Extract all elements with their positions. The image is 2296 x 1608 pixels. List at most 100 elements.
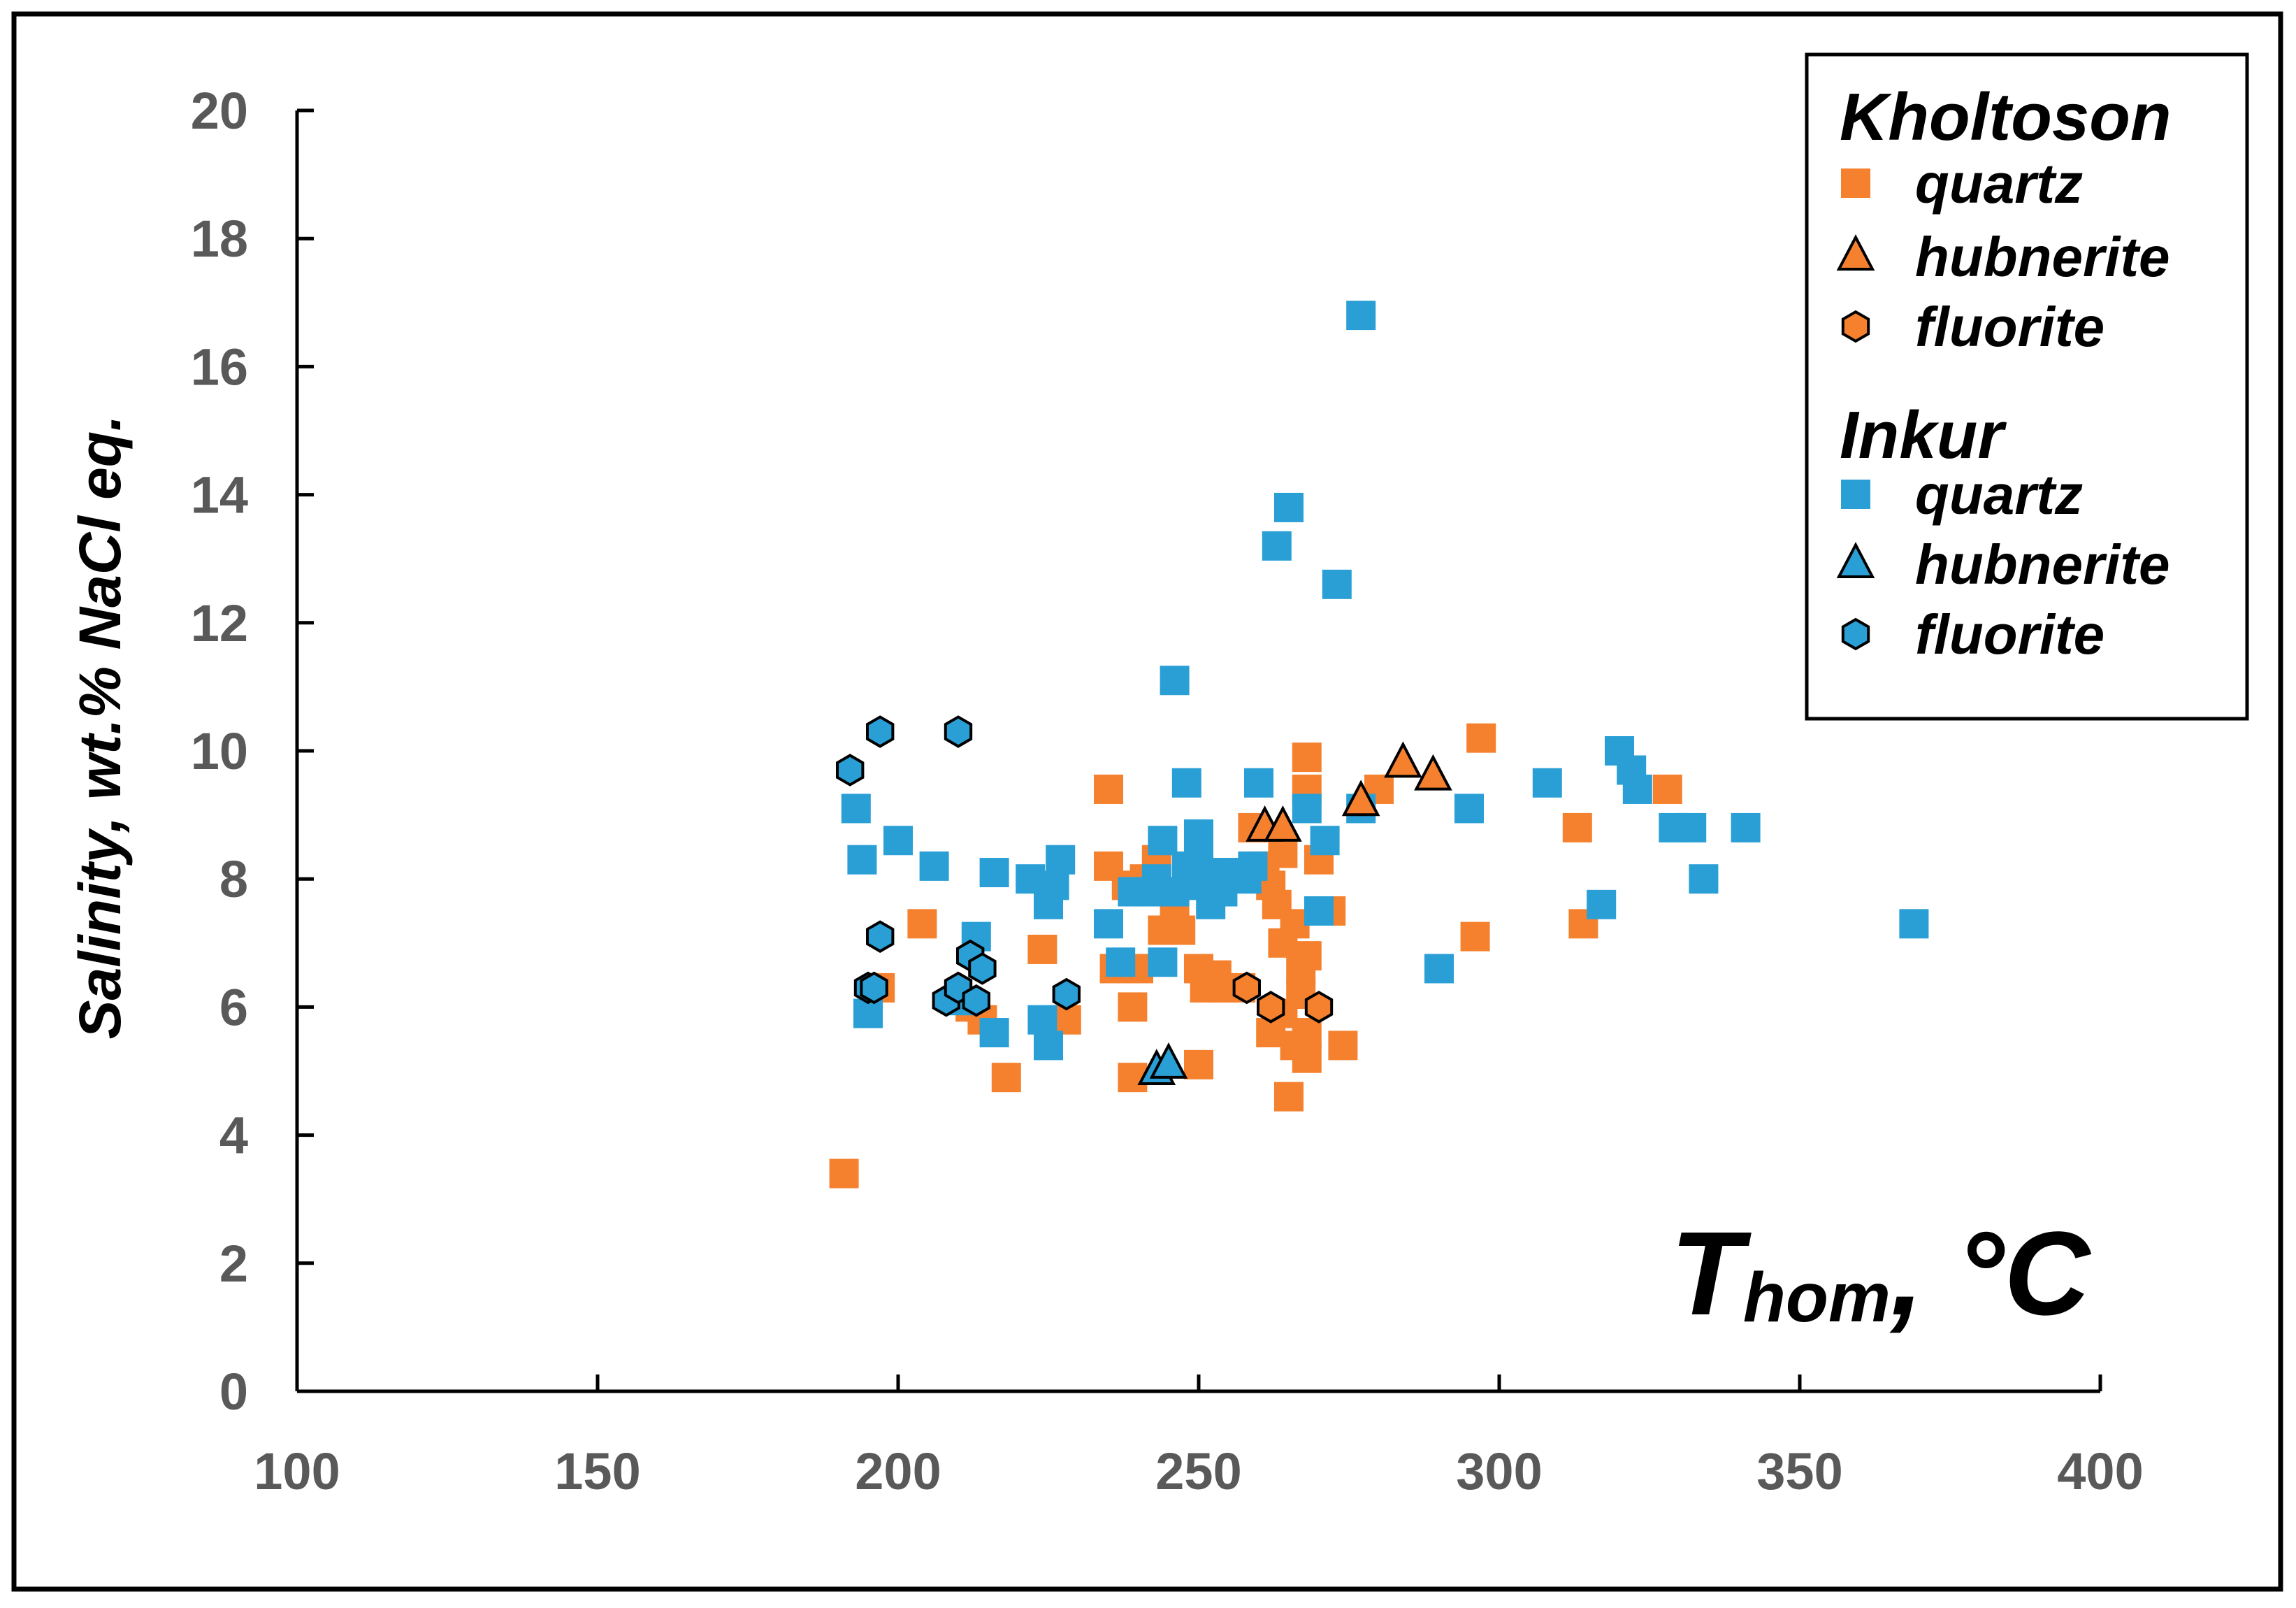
inkur-quartz-point: [919, 851, 949, 881]
kholtoson-quartz-point: [829, 1158, 859, 1189]
inkur-quartz-point: [1238, 851, 1268, 881]
inkur-quartz-point: [1532, 768, 1562, 798]
legend-item-label: fluorite: [1915, 603, 2104, 666]
inkur-fluorite-point: [836, 754, 865, 787]
x-tick-label: 100: [254, 1442, 340, 1500]
kholtoson-quartz-point: [1274, 1082, 1304, 1112]
kholtoson-quartz-point: [1652, 774, 1682, 804]
inkur-quartz-point: [1262, 531, 1292, 561]
kholtoson-hubnerite-point: [1264, 805, 1302, 842]
kholtoson-quartz-point: [1562, 812, 1592, 842]
kholtoson-quartz-point: [907, 909, 937, 939]
inkur-quartz-point: [1094, 909, 1123, 939]
inkur-fluorite-point: [866, 715, 895, 748]
legend-group-title: Kholtoson: [1840, 80, 2172, 155]
y-tick-label: 12: [191, 594, 248, 652]
legend-item-label: hubnerite: [1915, 226, 2169, 288]
y-tick-label: 14: [191, 466, 248, 524]
inkur-quartz-point: [979, 858, 1009, 888]
y-tick-label: 4: [219, 1107, 248, 1165]
inkur-quartz-point: [1274, 492, 1304, 522]
inkur-hubnerite-point: [1149, 1042, 1188, 1079]
inkur-quartz-point: [1046, 845, 1076, 875]
y-tick-label: 20: [191, 82, 248, 140]
x-tick-label: 400: [2057, 1442, 2143, 1500]
kholtoson-fluorite-point: [1304, 991, 1334, 1024]
kholtoson-quartz-point: [1292, 742, 1322, 773]
kholtoson-hubnerite-point: [1341, 780, 1380, 817]
y-tick-label: 8: [219, 850, 248, 908]
legend-item-label: fluorite: [1915, 296, 2104, 358]
kholtoson-fluorite-point: [1232, 971, 1261, 1005]
data-points: [829, 301, 1929, 1189]
kholtoson-quartz-point: [1268, 838, 1298, 868]
x-tick-label: 250: [1155, 1442, 1241, 1500]
inkur-quartz-point: [1148, 826, 1178, 856]
y-tick-label: 10: [191, 722, 248, 780]
inkur-quartz-point: [1106, 947, 1136, 977]
legend: KholtosonquartzhubneritefluoriteInkurqua…: [1805, 52, 2249, 721]
kholtoson-quartz-point: [1184, 1049, 1213, 1079]
x-tick-label: 150: [554, 1442, 640, 1500]
inkur-quartz-point: [1424, 954, 1454, 984]
y-tick-label: 16: [191, 338, 248, 396]
x-tick-label: 300: [1456, 1442, 1542, 1500]
inkur-fluorite-point: [860, 971, 888, 1005]
kholtoson-quartz-point: [1292, 941, 1322, 971]
inkur-quartz-point: [1244, 768, 1273, 798]
inkur-quartz-point: [1292, 794, 1322, 824]
inkur-quartz-point: [847, 845, 877, 875]
kholtoson-fluorite-point: [1257, 991, 1285, 1024]
inkur-quartz-point: [1731, 812, 1761, 842]
inkur-quartz-point: [1587, 889, 1617, 919]
kholtoson-quartz-point: [991, 1063, 1021, 1093]
inkur-fluorite-point: [1052, 977, 1081, 1011]
legend-item-label: hubnerite: [1915, 533, 2169, 596]
kholtoson-quartz-point: [1292, 1018, 1322, 1048]
kholtoson-quartz-point: [1466, 723, 1496, 753]
x-axis-label-main: T: [1670, 1207, 1752, 1340]
inkur-quartz-point: [883, 826, 913, 856]
x-axis-label-unit: , °C: [1889, 1207, 2091, 1340]
legend-box: [1805, 52, 2249, 721]
legend-marker-hexagon: [1841, 310, 1870, 343]
y-tick-label: 6: [219, 978, 248, 1036]
y-tick-label: 18: [191, 210, 248, 268]
inkur-quartz-point: [1677, 812, 1707, 842]
inkur-quartz-point: [1184, 819, 1213, 849]
inkur-quartz-point: [1034, 1031, 1063, 1061]
y-axis-label: Salinity, wt.% NaCl eq.: [67, 415, 133, 1039]
inkur-quartz-point: [1899, 909, 1929, 939]
inkur-quartz-point: [1310, 826, 1340, 856]
kholtoson-quartz-point: [1166, 915, 1196, 945]
inkur-quartz-point: [1454, 794, 1484, 824]
inkur-quartz-point: [841, 794, 871, 824]
x-tick-label: 200: [855, 1442, 941, 1500]
inkur-quartz-point: [979, 1018, 1009, 1048]
kholtoson-hubnerite-point: [1384, 741, 1422, 778]
y-tick-label: 2: [219, 1235, 248, 1293]
inkur-quartz-point: [1622, 774, 1652, 804]
inkur-quartz-point: [1304, 896, 1334, 926]
inkur-fluorite-point: [866, 920, 895, 953]
inkur-quartz-point: [1171, 768, 1201, 798]
x-tick-label: 350: [1756, 1442, 1842, 1500]
legend-marker-square: [1841, 168, 1870, 198]
inkur-quartz-point: [1148, 947, 1178, 977]
x-axis-label-subscript: hom: [1743, 1258, 1891, 1337]
x-axis-label: Thom, °C: [1670, 1207, 2091, 1340]
inkur-fluorite-point: [962, 984, 990, 1017]
inkur-fluorite-point: [944, 715, 973, 748]
legend-marker-triangle: [1836, 542, 1875, 578]
kholtoson-quartz-point: [1460, 921, 1490, 952]
legend-group-title: Inkur: [1840, 398, 2007, 473]
inkur-quartz-point: [1160, 666, 1190, 696]
axes: 100 150 200 250 300 350 400 0 2 4 6 8 10 12 14 16 18 20: [191, 82, 2144, 1500]
inkur-quartz-point: [1027, 1005, 1057, 1035]
y-tick-label: 0: [219, 1363, 248, 1421]
kholtoson-hubnerite-point: [1414, 754, 1452, 791]
kholtoson-quartz-point: [1328, 1031, 1358, 1061]
kholtoson-quartz-point: [1027, 934, 1057, 964]
